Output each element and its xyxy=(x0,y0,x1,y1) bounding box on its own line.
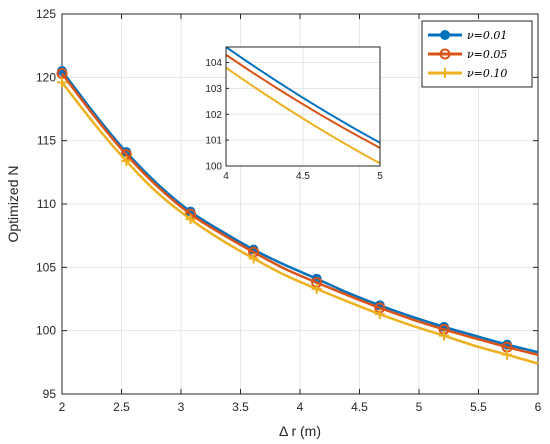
inset-series-line xyxy=(226,47,380,144)
x-tick-label: 3 xyxy=(178,400,185,414)
y-tick-label: 95 xyxy=(43,387,57,401)
axis-ticks: 2 2.5 3 3.5 4 4.5 5 5.5 6 95 100 105 110 115 120 125 xyxy=(36,7,542,414)
y-tick-label: 120 xyxy=(36,70,56,84)
legend-marker xyxy=(440,68,450,78)
legend-label: ν=0.10 xyxy=(467,67,507,80)
series-line xyxy=(61,72,539,356)
x-tick-label: 5.5 xyxy=(470,400,487,414)
x-tick-label: 3.5 xyxy=(232,400,249,414)
data-point xyxy=(185,214,196,225)
x-tick-label: 5 xyxy=(416,400,423,414)
series-line xyxy=(61,81,539,365)
x-tick-label: 4.5 xyxy=(351,400,368,414)
y-tick-label: 100 xyxy=(36,324,56,338)
legend-entry: ν=0.01 xyxy=(428,29,507,42)
x-tick-label: 2 xyxy=(59,400,66,414)
x-tick-label: 6 xyxy=(535,400,542,414)
y-axis-label: Optimized N xyxy=(5,165,21,242)
y-tick-label: 110 xyxy=(37,197,56,211)
y-tick-label: 115 xyxy=(37,134,56,148)
y-tick-label: 105 xyxy=(36,260,56,274)
y-tick-label: 125 xyxy=(36,7,56,21)
x-tick-label: 2.5 xyxy=(113,400,130,414)
series-3 xyxy=(57,77,539,365)
data-point xyxy=(502,349,513,360)
data-point xyxy=(438,330,449,341)
legend-marker xyxy=(439,48,451,60)
series-line xyxy=(61,70,539,354)
inset-series-line xyxy=(226,66,380,165)
main-plot-area: 2 2.5 3 3.5 4 4.5 5 5.5 6 95 100 105 110 115 120 125 xyxy=(36,7,542,414)
inset-series-line xyxy=(226,53,380,149)
legend-label: ν=0.01 xyxy=(467,29,507,42)
inset-x-tick-label: 4.5 xyxy=(296,171,310,182)
inset-series xyxy=(226,47,380,165)
data-point xyxy=(374,309,385,320)
data-point xyxy=(311,283,322,294)
x-axis-label: Δ r (m) xyxy=(279,423,321,439)
inset-y-tick-label: 102 xyxy=(205,110,222,121)
legend-entry: ν=0.10 xyxy=(428,67,507,80)
legend-marker xyxy=(440,30,450,40)
x-tick-label: 4 xyxy=(297,400,304,414)
data-point xyxy=(121,155,132,166)
inset-x-tick-label: 4 xyxy=(223,171,229,182)
legend-label: ν=0.05 xyxy=(467,48,507,61)
inset-y-tick-label: 103 xyxy=(205,84,222,95)
data-point xyxy=(57,77,67,88)
legend: ν=0.01 ν=0.05 ν=0.10 xyxy=(421,20,533,88)
data-point xyxy=(248,253,259,264)
legend-entry: ν=0.05 xyxy=(428,48,507,61)
inset-y-tick-label: 100 xyxy=(205,162,222,173)
inset-frame xyxy=(225,46,381,167)
inset-zoom-plot: 4 4.5 5 100 101 102 103 104 xyxy=(205,46,383,182)
inset-y-tick-label: 104 xyxy=(205,58,222,69)
inset-y-tick-label: 101 xyxy=(205,136,222,147)
inset-x-tick-label: 5 xyxy=(377,171,383,182)
